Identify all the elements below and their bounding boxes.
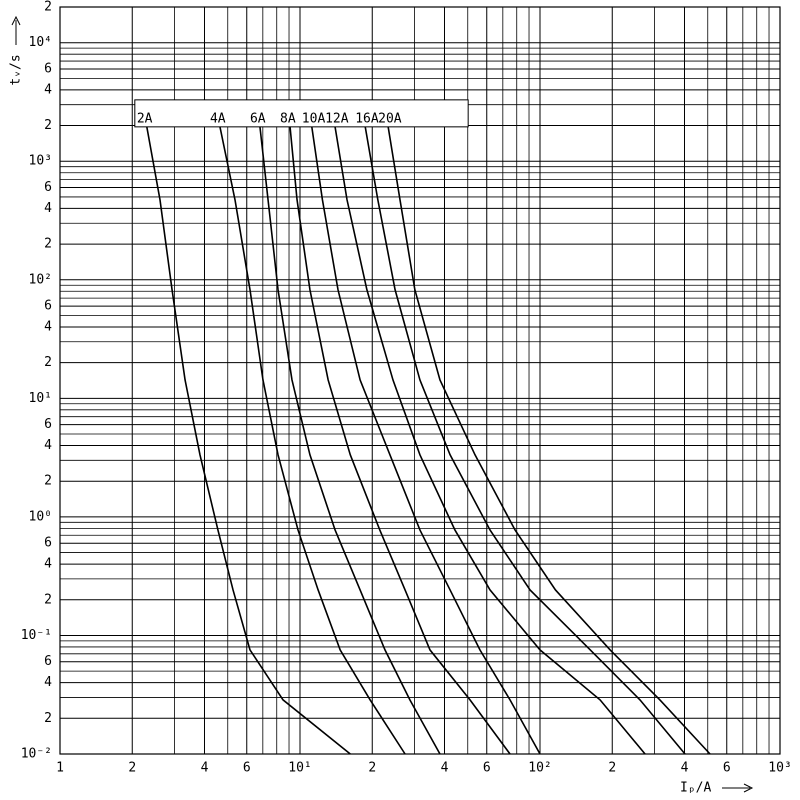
legend-label: 16A (355, 111, 379, 126)
y-tick-label: 6 (44, 417, 52, 432)
y-tick-label: 4 (44, 557, 52, 572)
x-tick-label: 4 (201, 761, 209, 776)
y-tick-label: 4 (44, 319, 52, 334)
y-tick-label: 6 (44, 61, 52, 76)
fuse-curve (364, 126, 686, 755)
x-tick-label: 10³ (768, 761, 791, 776)
fuse-curve (219, 126, 406, 755)
x-tick-label: 10² (528, 761, 551, 776)
y-tick-label: 2 (44, 0, 52, 15)
legend-label: 20A (378, 111, 402, 126)
fuse-curve (146, 126, 351, 755)
legend-box (134, 99, 469, 128)
y-tick-label: 6 (44, 654, 52, 669)
y-tick-label: 2 (44, 237, 52, 252)
fuse-curve (311, 126, 541, 755)
x-tick-label: 2 (608, 761, 616, 776)
x-axis-arrowhead (743, 783, 754, 793)
x-tick-label: 4 (681, 761, 689, 776)
y-axis-label: tᵥ/s (9, 54, 24, 85)
legend-label: 8A (280, 111, 296, 126)
legend-label: 2A (137, 111, 153, 126)
y-tick-label: 2 (44, 118, 52, 133)
y-tick-label: 6 (44, 536, 52, 551)
x-tick-label: 6 (723, 761, 731, 776)
y-tick-label: 10⁰ (29, 509, 52, 524)
y-tick-label: 2 (44, 592, 52, 607)
y-axis-arrowhead (11, 15, 21, 26)
x-tick-label: 1 (56, 761, 64, 776)
fuse-curve (259, 126, 441, 755)
legend-label: 12A (325, 111, 349, 126)
y-tick-label: 2 (44, 711, 52, 726)
y-tick-label: 10⁻¹ (21, 628, 52, 643)
y-tick-label: 10⁻² (21, 747, 52, 762)
y-tick-label: 10³ (29, 154, 52, 169)
x-tick-label: 2 (368, 761, 376, 776)
y-tick-label: 10¹ (29, 391, 52, 406)
fuse-curve (289, 126, 511, 755)
y-tick-label: 10² (29, 272, 52, 287)
x-tick-label: 4 (441, 761, 449, 776)
x-axis-label: Iₚ/A (680, 781, 711, 796)
legend-label: 10A (302, 111, 326, 126)
x-tick-label: 6 (243, 761, 251, 776)
y-tick-label: 2 (44, 474, 52, 489)
y-tick-label: 2 (44, 355, 52, 370)
y-tick-label: 10⁴ (29, 35, 52, 50)
y-tick-label: 6 (44, 299, 52, 314)
fuse-curve (387, 126, 711, 755)
legend-label: 4A (210, 111, 226, 126)
y-tick-label: 4 (44, 82, 52, 97)
fuse-curve (334, 126, 646, 755)
x-tick-label: 10¹ (288, 761, 311, 776)
x-tick-label: 6 (483, 761, 491, 776)
x-tick-label: 2 (128, 761, 136, 776)
legend-label: 6A (250, 111, 266, 126)
y-tick-label: 4 (44, 438, 52, 453)
y-tick-label: 4 (44, 675, 52, 690)
y-tick-label: 4 (44, 201, 52, 216)
y-tick-label: 6 (44, 180, 52, 195)
